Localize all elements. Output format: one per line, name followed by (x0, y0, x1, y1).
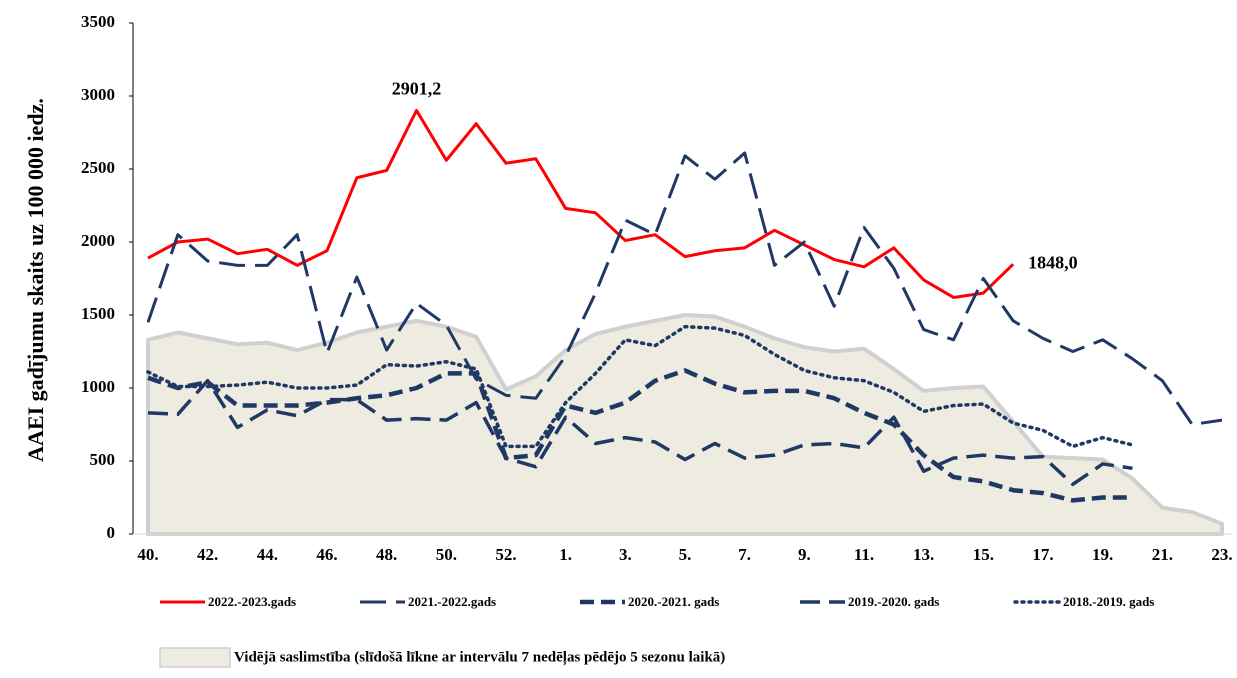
legend-label: 2019.-2020. gads (848, 594, 939, 609)
y-tick-label: 0 (107, 523, 116, 542)
x-tick-label: 44. (257, 545, 278, 564)
line (147, 368, 1133, 503)
y-tick-label: 3000 (81, 85, 115, 104)
line (147, 378, 1133, 487)
legend-swatch (159, 647, 231, 668)
line (146, 324, 1135, 449)
x-tick-label: 3. (619, 545, 632, 564)
legend-label: 2021.-2022.gads (408, 594, 496, 609)
line (146, 151, 1223, 426)
x-tick-label: 50. (436, 545, 457, 564)
x-tick-label: 9. (798, 545, 811, 564)
y-tick-label: 3500 (81, 12, 115, 31)
y-tick-label: 1000 (81, 377, 115, 396)
x-tick-label: 1. (559, 545, 572, 564)
x-tick-label: 21. (1152, 545, 1173, 564)
y-tick-label: 1500 (81, 304, 115, 323)
line (147, 108, 1015, 299)
y-axis-title: AAEI gadījumu skaits uz 100 000 iedz. (23, 98, 48, 462)
x-tick-label: 15. (973, 545, 994, 564)
y-tick-label: 2500 (81, 158, 115, 177)
value-label: 2901,2 (392, 79, 442, 99)
x-tick-label: 13. (913, 545, 934, 564)
legend-label: 2018.-2019. gads (1063, 594, 1154, 609)
x-tick-label: 23. (1211, 545, 1232, 564)
legend-label: Vidējā saslimstība (slīdošā līkne ar int… (234, 649, 725, 665)
value-label: 1848,0 (1028, 252, 1078, 272)
x-tick-label: 48. (376, 545, 397, 564)
y-tick-label: 500 (90, 450, 116, 469)
label-layer: 2901,2 1848,0 (392, 79, 1078, 273)
x-tick-label: 7. (738, 545, 751, 564)
x-tick-label: 42. (197, 545, 218, 564)
x-tick-label: 5. (679, 545, 692, 564)
legend-label: 2020.-2021. gads (628, 594, 719, 609)
x-tick-label: 17. (1032, 545, 1053, 564)
x-tick-label: 46. (316, 545, 337, 564)
x-tick-label: 11. (854, 545, 874, 564)
x-tick-label: 40. (137, 545, 158, 564)
x-tick-label: 52. (495, 545, 516, 564)
y-tick-label: 2000 (81, 231, 115, 250)
x-tick-label: 19. (1092, 545, 1113, 564)
legend-label: 2022.-2023.gads (208, 594, 296, 609)
line-layer (146, 108, 1223, 503)
